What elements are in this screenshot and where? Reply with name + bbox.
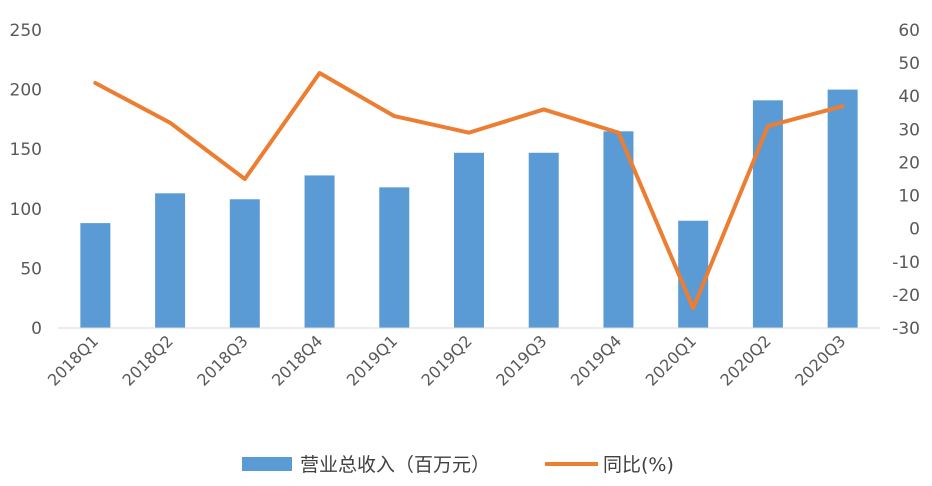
bar-2018Q3 [229,199,260,328]
right-tick-label: 0 [909,220,920,240]
category-label: 2020Q2 [716,331,774,389]
category-label: 2018Q2 [119,331,177,389]
left-tick-label: 200 [10,81,42,101]
line-series [93,71,845,311]
left-tick-label: 250 [10,21,42,41]
bar-2019Q1 [379,187,410,328]
left-axis: 0 50 100 150 200 250 [10,21,42,339]
category-label: 2018Q1 [44,331,102,389]
bar-2019Q4 [603,131,634,328]
category-label: 2020Q3 [791,331,849,389]
category-label: 2019Q3 [492,331,550,389]
bar-2018Q2 [155,193,186,328]
right-tick-label: 10 [898,187,920,207]
bar-2019Q3 [528,152,559,328]
right-tick-label: 60 [898,21,920,41]
bar-2020Q3 [827,89,858,328]
legend-bar-label: 营业总收入（百万元） [300,454,490,476]
right-tick-label: 50 [898,54,920,74]
bar-2018Q1 [80,223,111,328]
right-tick-label: 40 [898,87,920,107]
legend-line-label: 同比(%) [603,454,674,476]
right-tick-label: 20 [898,153,920,173]
category-label: 2019Q4 [567,331,625,389]
category-label: 2018Q3 [193,331,251,389]
right-tick-label: 30 [898,120,920,140]
legend-bar-swatch [242,457,292,471]
category-label: 2020Q1 [642,331,700,389]
bar-2018Q4 [304,175,335,328]
left-tick-label: 100 [10,200,42,220]
bar-2020Q2 [752,100,783,328]
bar-2020Q1 [678,220,709,328]
bar-2019Q2 [454,152,484,328]
category-labels: 2018Q1 2018Q2 2018Q3 2018Q4 2019Q1 2019Q2 2019… [44,331,850,389]
right-tick-label: -30 [892,319,920,339]
legend: 营业总收入（百万元） 同比(%) [242,454,674,476]
right-tick-label: -10 [892,253,920,273]
left-tick-label: 0 [31,319,42,339]
left-tick-label: 50 [20,259,42,279]
category-label: 2019Q1 [343,331,401,389]
category-label: 2018Q4 [268,331,326,389]
right-axis: -30 -20 -10 0 10 20 30 40 50 60 [892,21,920,339]
category-label: 2019Q2 [417,331,475,389]
left-tick-label: 150 [10,140,42,160]
right-tick-label: -20 [892,286,920,306]
bar-series [80,89,858,328]
